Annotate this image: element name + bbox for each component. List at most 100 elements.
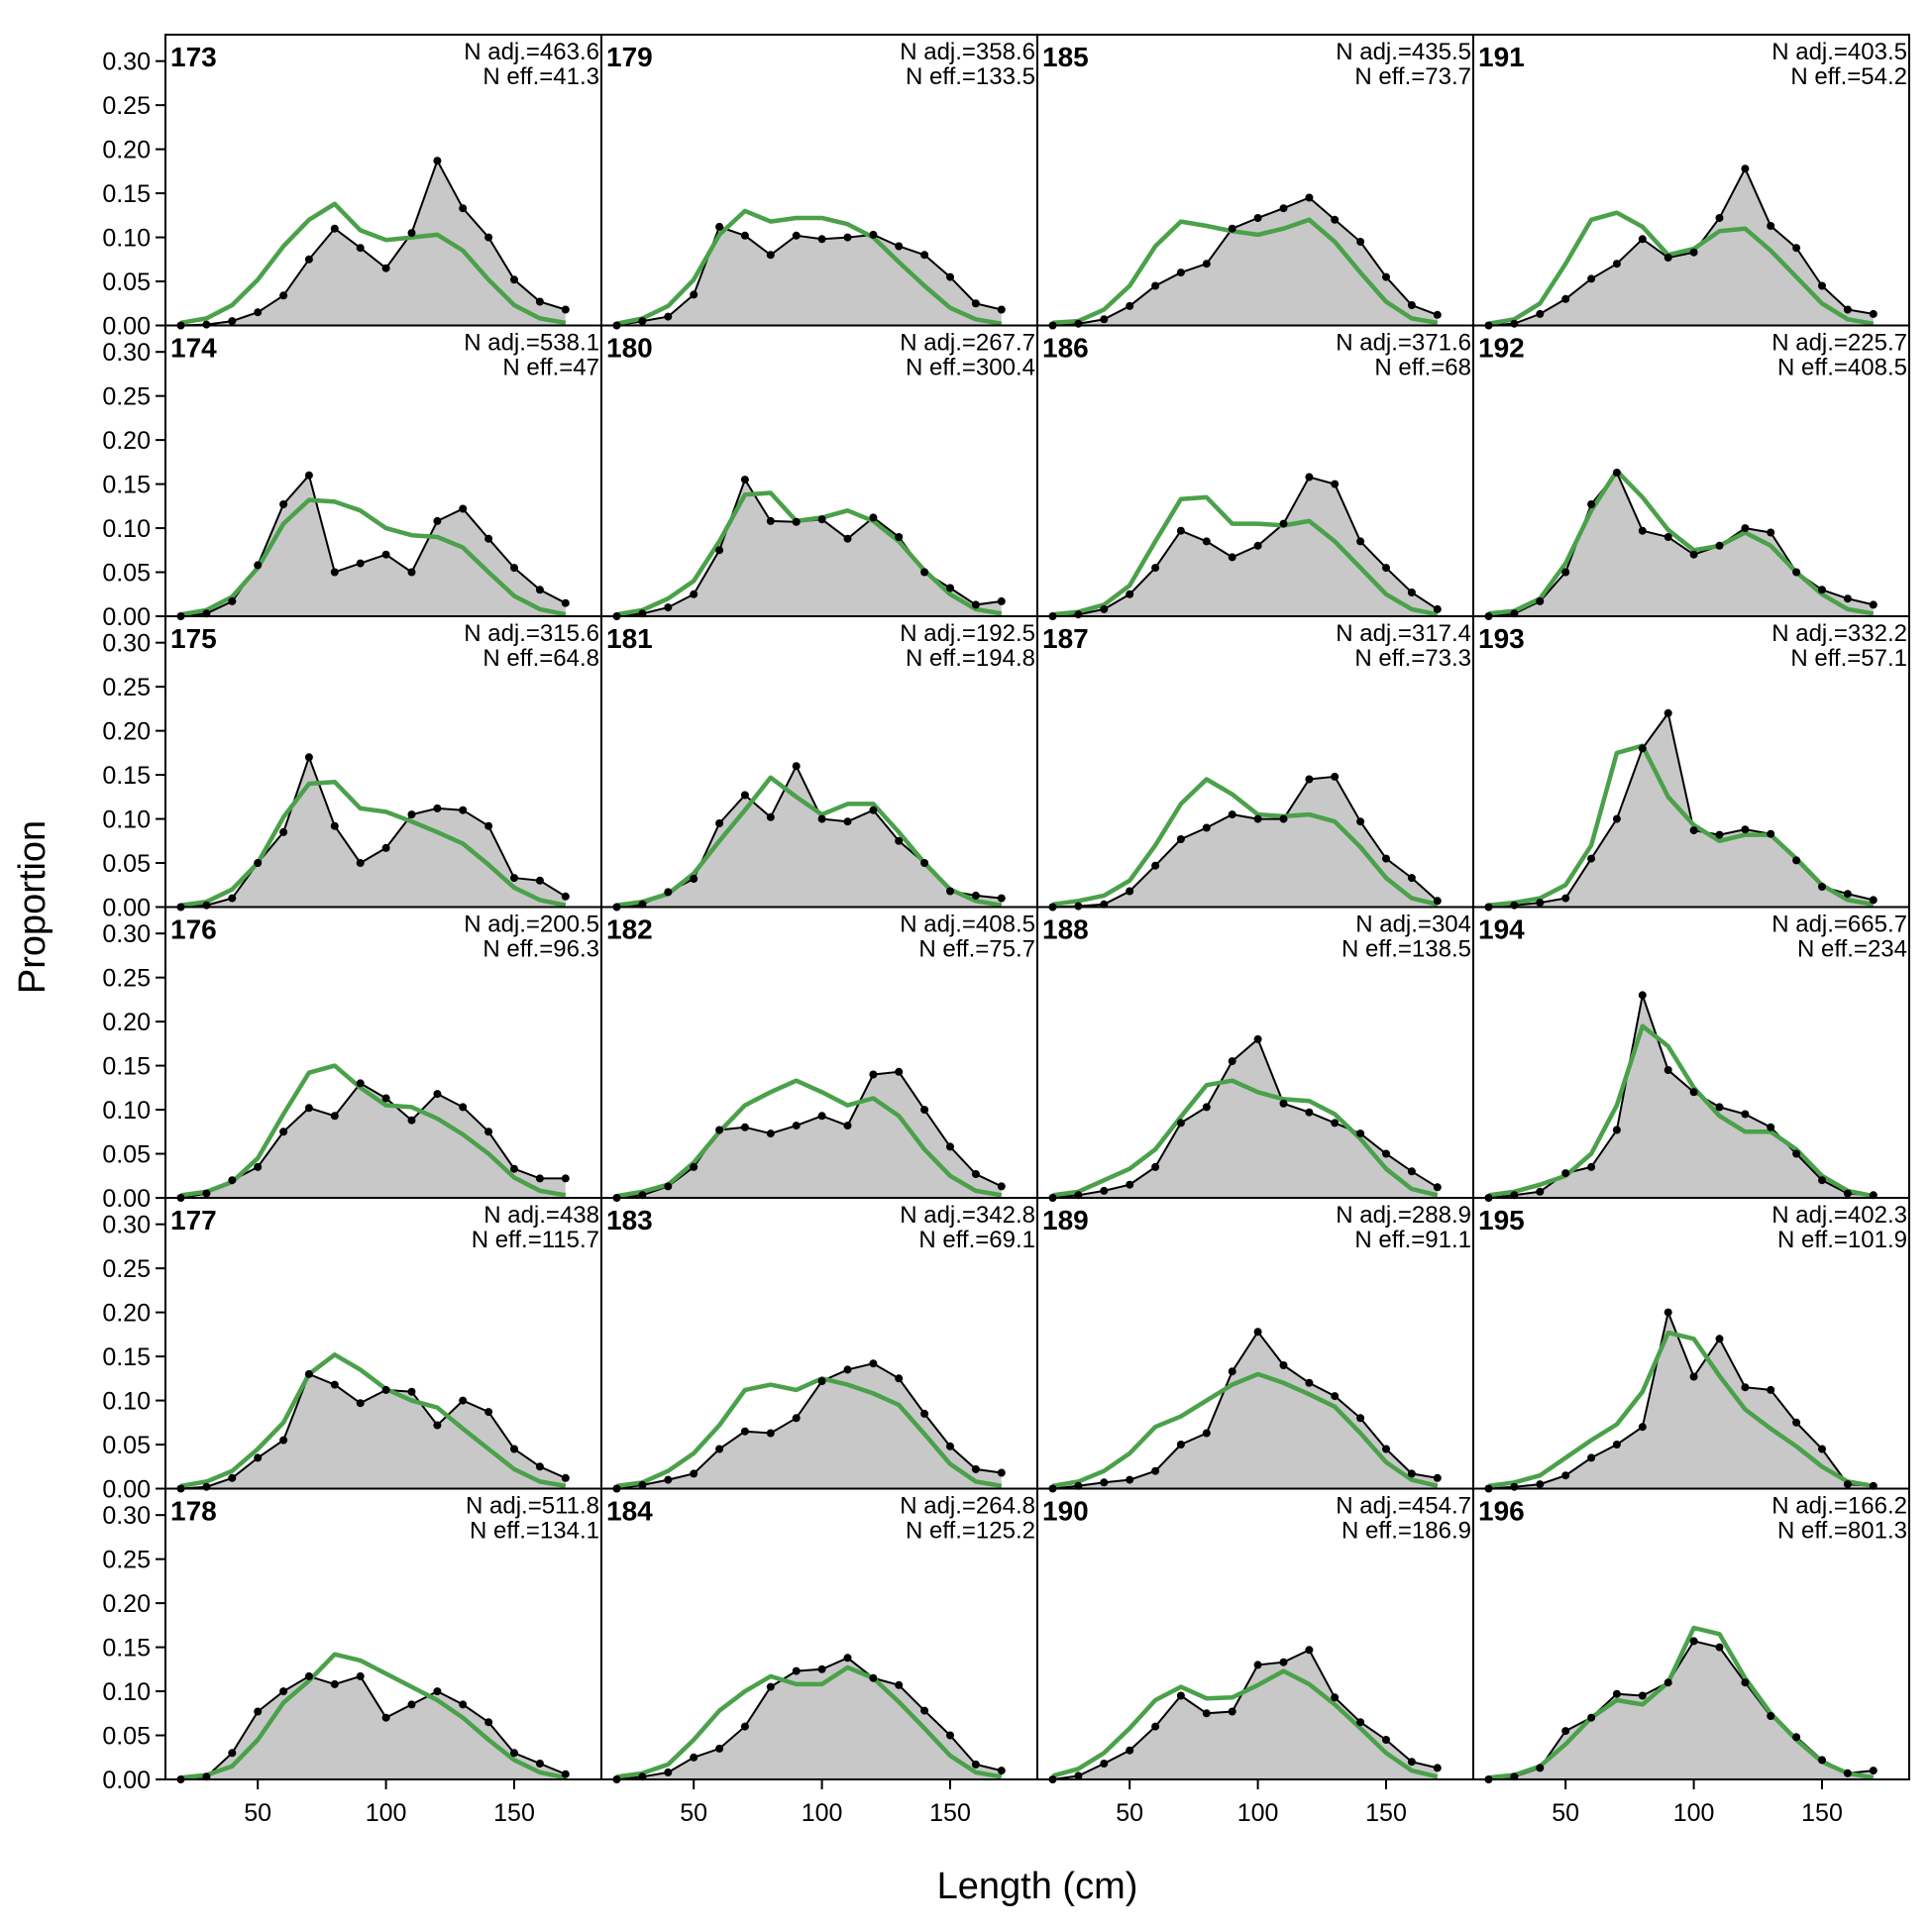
observed-area <box>616 226 1002 326</box>
observed-line <box>1052 1648 1439 1780</box>
observed-point <box>843 1122 852 1130</box>
y-tick-label: 0.20 <box>102 427 151 455</box>
n-adj-label: N adj.=358.6 <box>900 39 1035 65</box>
observed-point <box>895 1067 904 1076</box>
observed-point <box>1638 991 1647 1000</box>
observed-point <box>228 1749 237 1758</box>
observed-point <box>330 1679 339 1688</box>
observed-point <box>1253 1661 1262 1669</box>
y-tick-label: 0.10 <box>102 806 151 834</box>
expected-line <box>1488 1023 1875 1199</box>
panel-185: 185 N adj.=435.5N eff.=73.7 <box>1036 34 1474 330</box>
observed-point <box>484 233 493 242</box>
observed-point <box>279 1687 288 1696</box>
observed-point <box>433 1687 442 1696</box>
panel-196: 196 N adj.=166.2N eff.=801.3 <box>1472 1487 1910 1783</box>
x-tick-label: 50 <box>244 1799 271 1827</box>
n-eff-label: N eff.=194.8 <box>906 645 1035 672</box>
observed-point <box>254 1162 263 1171</box>
observed-point <box>690 875 698 883</box>
observed-point <box>330 1112 339 1121</box>
expected-line <box>1488 1625 1875 1780</box>
panel-label: 178 <box>170 1496 217 1527</box>
observed-point <box>843 233 852 242</box>
expected-line <box>1051 1668 1439 1779</box>
observed-point <box>971 891 980 900</box>
expected-line <box>616 1376 1003 1489</box>
observed-point <box>1561 568 1570 577</box>
n-eff-label: N eff.=134.1 <box>470 1518 599 1545</box>
observed-point <box>254 1707 263 1716</box>
panel-label: 179 <box>606 42 653 72</box>
observed-point <box>1407 301 1416 309</box>
observed-point <box>1715 1643 1724 1652</box>
observed-area <box>180 1083 566 1198</box>
n-adj-label: N adj.=200.5 <box>464 912 599 938</box>
y-tick-label: 0.15 <box>102 1343 151 1371</box>
y-tick-label: 0.05 <box>102 850 151 878</box>
observed-point <box>1305 1646 1314 1655</box>
observed-point <box>1279 1361 1288 1369</box>
panel-label: 185 <box>1042 42 1089 72</box>
observed-point <box>1176 526 1185 535</box>
observed-point <box>1176 1441 1185 1449</box>
observed-point <box>792 231 801 240</box>
observed-point <box>997 1468 1006 1477</box>
panel-label: 173 <box>170 42 217 72</box>
observed-point <box>356 1399 365 1408</box>
y-tick-label: 0.25 <box>102 92 151 120</box>
x-axis: 50 100 150 50 100 150 50 100 150 50 100 150 <box>244 1779 1843 1827</box>
observed-point <box>228 596 237 605</box>
observed-point <box>1305 1108 1314 1117</box>
observed-point <box>1305 1378 1314 1387</box>
observed-area <box>1052 1038 1438 1198</box>
observed-point <box>946 887 954 896</box>
observed-point <box>1382 272 1390 281</box>
panel-label: 192 <box>1478 333 1525 364</box>
n-adj-label: N adj.=304 <box>1355 912 1471 938</box>
observed-point <box>1536 1187 1545 1196</box>
n-eff-label: N eff.=101.9 <box>1777 1227 1907 1253</box>
observed-line <box>180 1674 567 1780</box>
observed-point <box>1715 1103 1724 1112</box>
observed-area <box>180 757 566 908</box>
observed-point <box>1587 274 1596 283</box>
n-eff-label: N eff.=75.7 <box>918 936 1035 963</box>
observed-point <box>843 1654 852 1663</box>
observed-point <box>715 1744 724 1753</box>
observed-point <box>1664 1308 1672 1317</box>
expected-line <box>180 1063 567 1198</box>
observed-point <box>1382 564 1390 573</box>
observed-point <box>715 546 724 555</box>
observed-point <box>1331 1693 1340 1702</box>
observed-point <box>484 1127 493 1136</box>
observed-point <box>433 516 442 525</box>
observed-point <box>740 1722 749 1731</box>
n-adj-label: N adj.=402.3 <box>1771 1202 1907 1229</box>
n-adj-label: N adj.=511.8 <box>466 1493 599 1520</box>
panel-195: 195 N adj.=402.3N eff.=101.9 <box>1472 1197 1910 1493</box>
observed-point <box>510 564 518 573</box>
observed-line <box>616 225 1003 327</box>
observed-point <box>1664 708 1672 717</box>
observed-point <box>1202 823 1211 832</box>
observed-point <box>971 1170 980 1178</box>
observed-point <box>1587 854 1596 863</box>
observed-point <box>510 275 518 284</box>
observed-area <box>1488 473 1874 616</box>
observed-line <box>1052 1037 1439 1199</box>
observed-point <box>1612 1441 1621 1449</box>
n-adj-label: N adj.=288.9 <box>1336 1202 1471 1229</box>
n-eff-label: N eff.=57.1 <box>1790 645 1907 672</box>
observed-point <box>1689 550 1698 559</box>
observed-point <box>946 584 954 592</box>
panel-label: 186 <box>1042 333 1089 364</box>
observed-point <box>1689 1637 1698 1646</box>
observed-point <box>1689 1088 1698 1097</box>
expected-line <box>180 497 567 617</box>
observed-point <box>484 1408 493 1417</box>
n-adj-label: N adj.=264.8 <box>900 1493 1035 1520</box>
observed-line <box>1052 196 1439 327</box>
observed-point <box>1126 590 1134 598</box>
